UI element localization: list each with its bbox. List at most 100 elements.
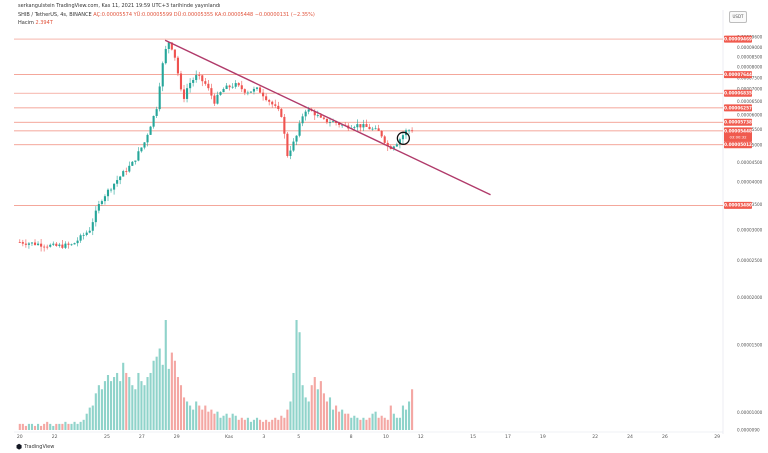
candle-body [255, 87, 259, 89]
candle-body [106, 189, 110, 197]
volume-bar [55, 423, 58, 430]
volume-bar [88, 407, 91, 430]
candle-body [219, 92, 222, 95]
volume-bar [280, 415, 283, 430]
candle-body [30, 242, 34, 244]
candle-body [186, 88, 189, 99]
candle-body [189, 82, 192, 89]
volume-bar [170, 352, 173, 430]
candle-body [307, 109, 310, 112]
volume-bar [292, 372, 295, 430]
volume-bar [195, 401, 198, 430]
candle-body [79, 235, 82, 241]
candle-body [170, 42, 173, 50]
candle-body [304, 111, 307, 117]
volume-bar [335, 405, 338, 430]
volume-bar [249, 421, 252, 430]
candle-body [395, 144, 398, 147]
price-tick-label: 0.00004500 [737, 160, 763, 165]
price-tick-label: 0.00001000 [737, 410, 763, 415]
candle-body [113, 183, 116, 190]
time-tick-label: 17 [505, 434, 511, 440]
volume-bar [94, 393, 97, 430]
volume-bar [231, 413, 234, 430]
candle-body [277, 105, 280, 110]
candle-body [152, 115, 155, 127]
candle-body [249, 91, 252, 93]
volume-bar [122, 362, 125, 430]
volume-bar [359, 419, 362, 430]
candle-body [222, 88, 225, 93]
volume-bar [61, 423, 64, 430]
candle-body [280, 109, 283, 117]
volume-bar [24, 425, 27, 430]
horizontal-levels [14, 38, 723, 206]
volume-bar [277, 419, 280, 430]
volume-bar [152, 360, 155, 430]
price-tick-label: 0.00001500 [737, 343, 763, 348]
candle-body [262, 92, 265, 97]
candle-body [386, 142, 389, 147]
candle-body [313, 111, 316, 116]
candle-body [182, 89, 186, 99]
candle-body [119, 176, 122, 181]
volume-bar [49, 423, 52, 430]
volume-bar [347, 413, 350, 430]
candle-body [76, 240, 79, 244]
symbol-name[interactable]: SHIB / TetherUS, 4s, BINANCE [18, 12, 92, 18]
level-badge [724, 89, 752, 97]
volume-bar [76, 423, 79, 430]
candle-body [18, 242, 21, 243]
level-badge-label: 0.00005012 [724, 142, 752, 147]
candle-body [322, 117, 325, 119]
candle-body [149, 126, 152, 135]
currency-badge[interactable]: USDT [729, 11, 747, 23]
volume-bar [109, 381, 113, 430]
volume-bar [368, 417, 371, 430]
volume-bar [91, 405, 94, 430]
time-tick-label: 8 [350, 434, 353, 440]
level-badge [724, 201, 752, 209]
time-tick-label: 20 [17, 434, 23, 440]
candle-body [179, 73, 183, 90]
candle-body [411, 130, 414, 132]
volume-bar [395, 417, 398, 430]
volume-bar [131, 385, 134, 430]
tradingview-logo[interactable]: ⬢ TradingView [16, 443, 54, 451]
volume-bar [271, 419, 274, 430]
volume-bar [128, 377, 131, 430]
candle-body [353, 127, 356, 129]
candle-body [268, 100, 271, 102]
time-tick-label: 29 [714, 434, 720, 440]
candle-body [207, 83, 210, 89]
countdown-label: 03:00:32 [729, 134, 747, 139]
time-tick-label: 26 [662, 434, 668, 440]
candle-body [27, 243, 30, 245]
time-tick-label: 12 [418, 434, 424, 440]
volume-bar [322, 393, 325, 430]
volume-label[interactable]: Hacim [18, 20, 34, 26]
candle-body [143, 142, 146, 148]
candle-body [67, 243, 70, 245]
candle-body [198, 75, 201, 76]
volume-bar [356, 417, 359, 430]
volume-bar [33, 425, 37, 430]
candle-body [164, 48, 167, 64]
level-badge [724, 127, 752, 142]
candle-body [85, 232, 88, 235]
candle-body [338, 123, 341, 125]
candle-body [237, 83, 240, 86]
volume-bar [225, 413, 228, 430]
candle-body [225, 85, 228, 89]
volume-bar [210, 409, 213, 430]
candle-body [146, 134, 149, 143]
volume-bar [289, 401, 292, 430]
candle-body [283, 116, 286, 134]
volume-bar [213, 413, 216, 430]
volume-bar [298, 332, 301, 430]
candle-body [82, 234, 85, 236]
candle-body [58, 244, 61, 246]
level-badge [724, 71, 752, 79]
